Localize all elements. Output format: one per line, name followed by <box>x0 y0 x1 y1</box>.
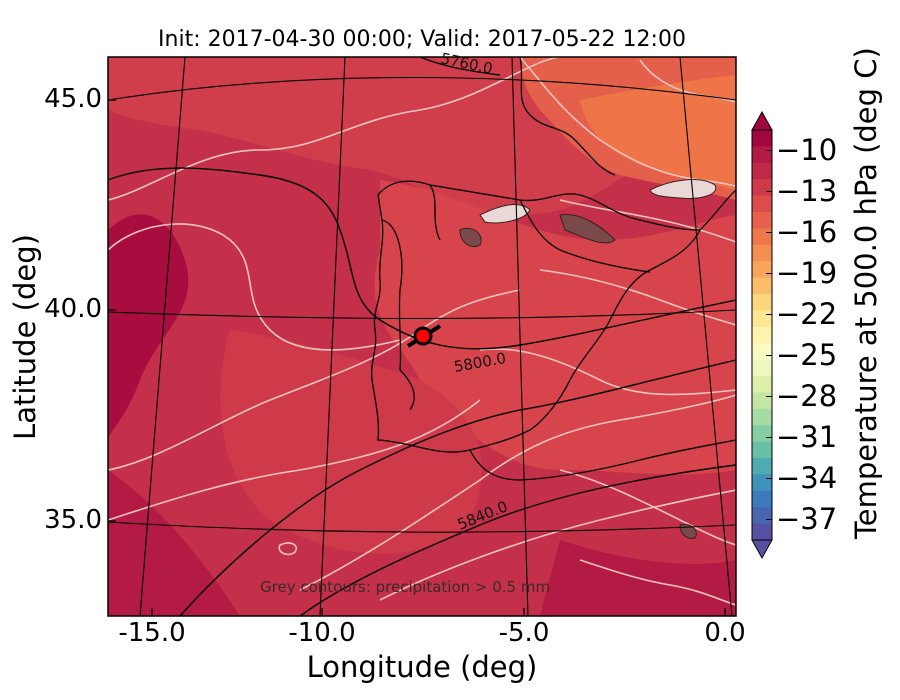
colorbar-tick-label: −28 <box>776 378 838 413</box>
colorbar-tick-label: −13 <box>776 173 838 208</box>
colorbar-segment <box>752 244 772 262</box>
colorbar-segment <box>752 261 772 279</box>
colorbar-segment <box>752 441 772 459</box>
height-contours <box>108 57 736 616</box>
colorbar-segment <box>752 507 772 525</box>
colorbar-segment <box>752 392 772 410</box>
colorbar-tick-label: −16 <box>776 214 838 249</box>
cold-region-southwest <box>108 470 240 616</box>
colorbar-tick-label: −19 <box>776 255 838 290</box>
colorbar-tick-label: −34 <box>776 460 838 495</box>
temperature-contours <box>108 57 736 606</box>
colorbar-segment <box>752 474 772 492</box>
graticule <box>108 57 736 616</box>
colorbar <box>751 110 773 560</box>
colorbar-segment <box>752 343 772 361</box>
plot-title: Init: 2017-04-30 00:00; Valid: 2017-05-2… <box>158 27 686 52</box>
colorbar-segment <box>752 179 772 197</box>
colorbar-extend-min <box>751 539 773 560</box>
colorbar-label: Temperature at 500.0 hPa (deg C) <box>849 47 883 539</box>
colorbar-segment <box>752 146 772 164</box>
colorbar-segment <box>752 326 772 344</box>
precipitation-note: Grey contours: precipitation > 0.5 mm <box>260 578 551 596</box>
colorbar-frame <box>751 129 773 541</box>
precipitation-contours <box>459 179 717 539</box>
x-tick-label: -15.0 <box>118 618 186 648</box>
colorbar-tick-label: −37 <box>776 501 838 536</box>
coastlines <box>371 57 736 481</box>
temperature-band-central <box>374 180 736 475</box>
colorbar-segment <box>752 458 772 475</box>
colorbar-segment <box>752 212 772 229</box>
colorbar-tick-label: −25 <box>776 337 838 372</box>
location-marker <box>406 324 442 348</box>
colorbar-segment <box>752 408 772 426</box>
colorbar-segment <box>752 359 772 377</box>
x-tick-label: -10.0 <box>288 618 356 648</box>
plot-frame <box>107 56 737 617</box>
x-tick-label: -5.0 <box>498 618 550 648</box>
colorbar-tick-label: −31 <box>776 419 838 454</box>
colorbar-segment <box>752 376 772 393</box>
colorbar-tick-label: −22 <box>776 296 838 331</box>
colorbar-segment <box>752 523 772 541</box>
y-axis-label: Latitude (deg) <box>8 234 42 440</box>
y-tick-label: 45.0 <box>44 84 102 114</box>
temperature-band-southwest <box>220 330 482 554</box>
colorbar-segment <box>752 195 772 213</box>
y-tick-label: 40.0 <box>44 294 102 324</box>
colorbar-segment <box>752 228 772 246</box>
colorbar-segment <box>752 294 772 311</box>
colorbar-segment <box>752 130 772 147</box>
colorbar-segment <box>752 310 772 328</box>
colorbar-segment <box>752 425 772 443</box>
warm-region-core <box>580 75 736 190</box>
colorbar-segment <box>752 277 772 295</box>
x-tick-label: 0.0 <box>704 618 746 648</box>
colorbar-segment <box>752 490 772 508</box>
colorbar-extend-max <box>751 110 773 131</box>
colorbar-tick-label: −10 <box>776 132 838 167</box>
colorbar-segment <box>752 162 772 180</box>
y-tick-label: 35.0 <box>44 505 102 535</box>
x-axis-label: Longitude (deg) <box>306 650 538 684</box>
axis-ticks <box>108 99 726 616</box>
